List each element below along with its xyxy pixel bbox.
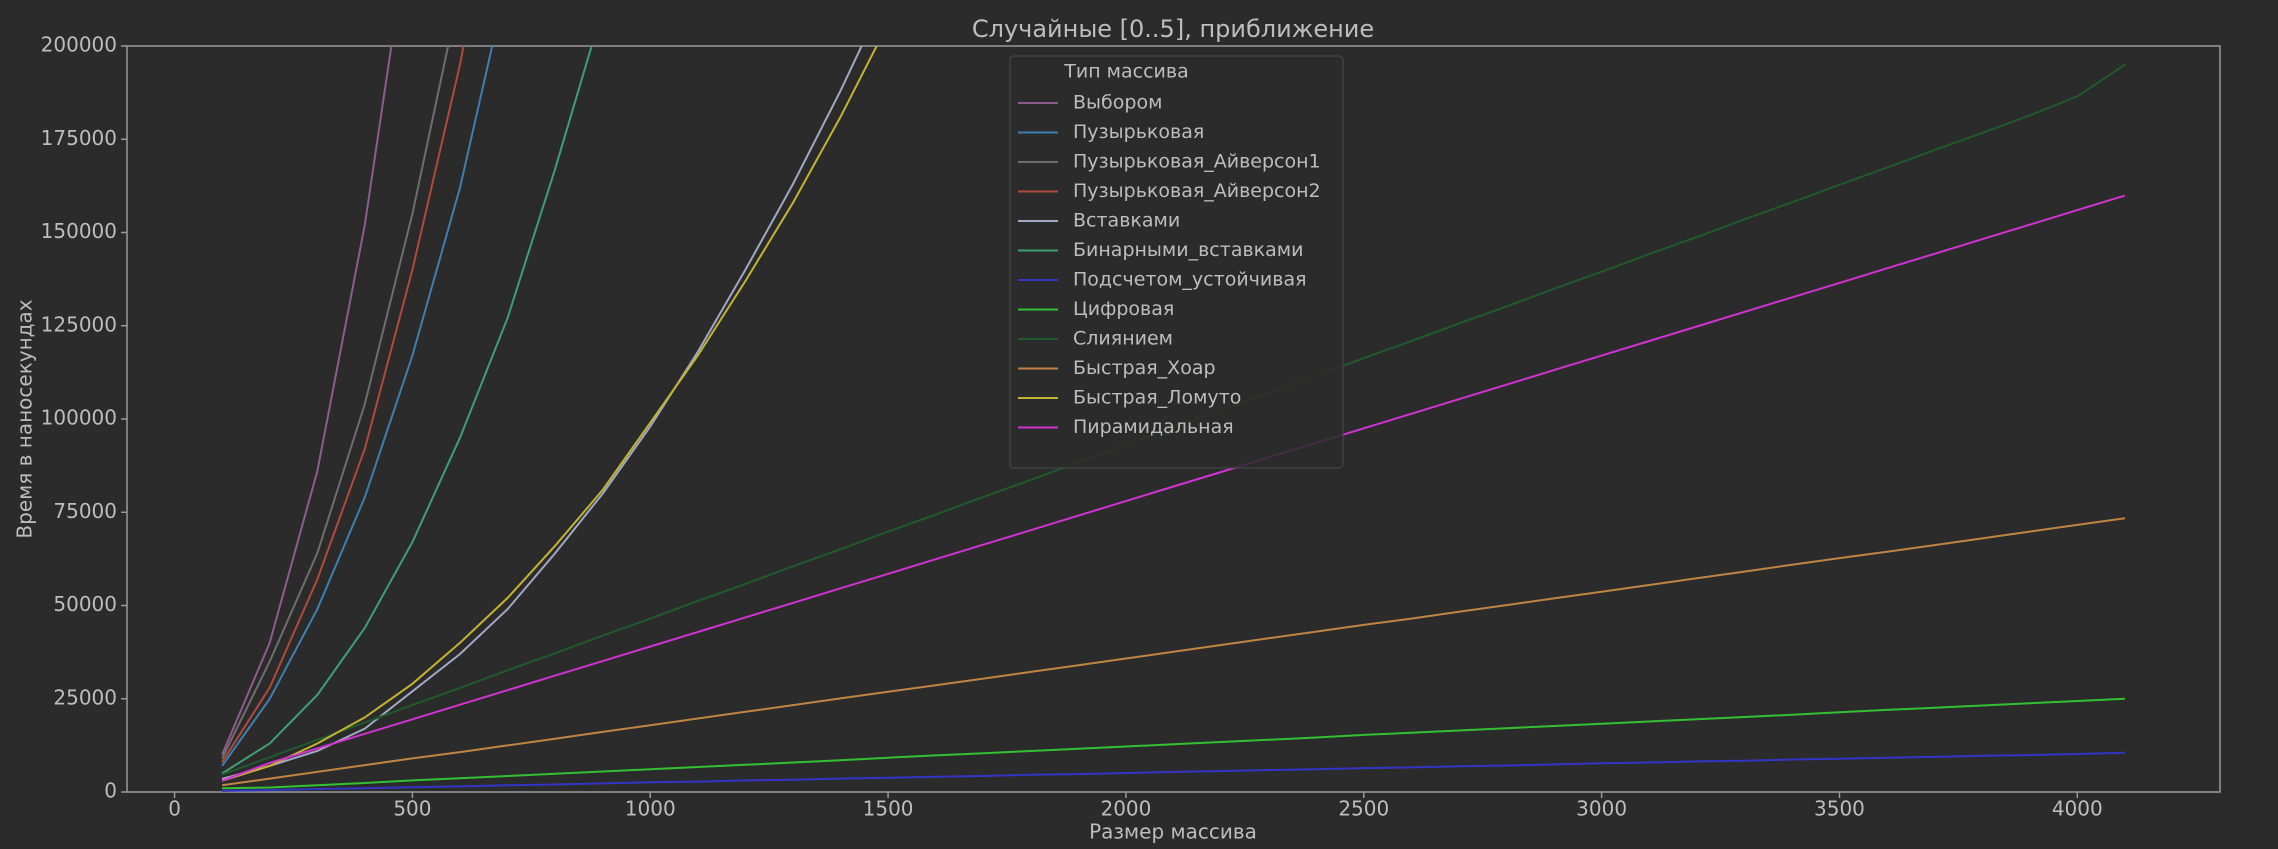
x-tick-label: 2500 [1338,797,1389,821]
y-tick-label: 100000 [41,406,117,430]
x-tick-label: 1500 [863,797,914,821]
y-tick-label: 50000 [53,592,117,616]
legend-label: Пузырьковая_Айверсон2 [1073,180,1321,202]
x-tick-label: 2000 [1100,797,1151,821]
y-tick-label: 175000 [41,126,117,150]
series-line [221,46,465,763]
legend-label: Подсчетом_устойчивая [1073,269,1307,291]
series-line [221,46,393,756]
series-line [221,517,2126,787]
y-tick-label: 150000 [41,219,117,243]
x-axis-label: Размер массива [1089,820,1257,844]
x-tick-label: 3500 [1814,797,1865,821]
legend-label: Пирамидальная [1073,416,1234,438]
series-line [221,46,450,759]
x-tick-label: 1000 [625,797,676,821]
legend-label: Пузырьковая [1073,121,1204,143]
legend-label: Быстрая_Ломуто [1073,387,1241,409]
legend-label: Пузырьковая_Айверсон1 [1073,151,1321,173]
series-line [221,46,494,767]
legend-label: Вставками [1073,210,1180,232]
y-tick-label: 25000 [53,685,117,709]
legend-label: Выбором [1073,92,1162,114]
y-tick-label: 75000 [53,499,117,523]
series-line [221,46,593,775]
series-line [222,697,2125,790]
legend-label: Бинарными_вставками [1073,239,1303,261]
x-tick-label: 0 [168,797,181,821]
chart-title: Случайные [0..5], приближение [972,15,1374,43]
y-tick-label: 0 [104,779,117,803]
x-tick-label: 4000 [2052,797,2103,821]
series-line [221,194,2126,782]
y-tick-label: 125000 [41,312,117,336]
legend-label: Быстрая_Хоар [1073,357,1216,379]
series-line [222,751,2125,792]
legend-box [1009,55,1344,469]
y-tick-label: 200000 [41,33,117,57]
x-tick-label: 3000 [1576,797,1627,821]
y-axis-label: Время в наносекундах [13,299,37,538]
legend-label: Цифровая [1073,298,1174,320]
legend-label: Слиянием [1073,328,1173,350]
series-line [221,46,878,782]
x-tick-label: 500 [393,797,431,821]
legend-title: Тип массива [1063,61,1188,83]
